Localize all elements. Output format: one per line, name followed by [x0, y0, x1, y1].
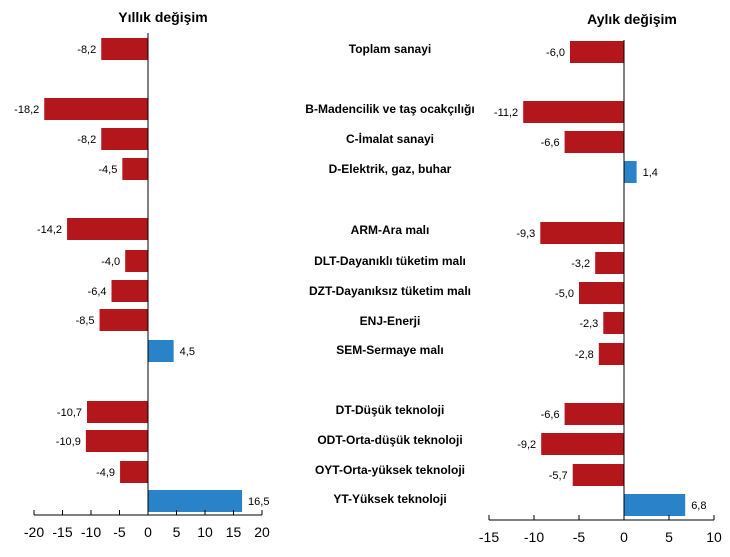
annual-x-tick-label: 5 [173, 524, 181, 540]
monthly-bar [595, 252, 624, 274]
annual-bar [101, 128, 148, 150]
annual-x-tick-label: -10 [81, 524, 101, 540]
annual-data-label: -10,9 [56, 436, 81, 448]
annual-bar [148, 340, 174, 362]
monthly-bar [572, 464, 624, 486]
monthly-data-label: -6,6 [541, 137, 560, 149]
category-label: DZT-Dayanıksız tüketim malı [309, 284, 471, 298]
category-label: YT-Yüksek teknoloji [333, 492, 446, 506]
annual-chart-title: Yıllık değişim [118, 9, 207, 25]
monthly-data-label: -6,0 [546, 47, 565, 59]
annual-data-label: -4,0 [101, 256, 120, 268]
monthly-bar [579, 282, 624, 304]
annual-bar [44, 98, 149, 120]
monthly-bar [541, 433, 624, 455]
annual-data-label: -14,2 [37, 224, 62, 236]
monthly-data-label: -11,2 [494, 107, 518, 119]
annual-bar [148, 490, 243, 512]
annual-bar [111, 280, 148, 302]
annual-data-label: -8,5 [76, 315, 95, 327]
annual-bar [87, 401, 148, 423]
annual-x-tick-label: -20 [24, 524, 44, 540]
annual-bar [67, 218, 148, 240]
annual-data-label: -18,2 [14, 104, 39, 116]
monthly-x-tick-label: -10 [524, 529, 544, 545]
monthly-bar [570, 41, 624, 63]
annual-x-tick-label: -15 [52, 524, 72, 540]
annual-bar [125, 250, 148, 272]
monthly-x-tick-label: 0 [620, 529, 628, 545]
annual-bar [85, 430, 148, 452]
annual-data-label: -8,2 [77, 134, 96, 146]
monthly-bar [564, 403, 624, 425]
monthly-data-label: -2,8 [575, 349, 594, 361]
monthly-bar [598, 343, 624, 365]
annual-bar [99, 309, 148, 331]
monthly-data-label: 6,8 [691, 500, 706, 512]
annual-bar [122, 158, 148, 180]
monthly-data-label: -3,2 [571, 258, 590, 270]
category-label: DLT-Dayanıklı tüketim malı [314, 254, 466, 268]
annual-data-label: -4,9 [96, 467, 115, 479]
monthly-x-tick-label: 5 [665, 529, 673, 545]
category-label: OYT-Orta-yüksek teknoloji [315, 463, 465, 477]
annual-data-label: -8,2 [77, 44, 96, 56]
annual-x-tick-label: 15 [226, 524, 242, 540]
monthly-x-tick-label: -5 [573, 529, 586, 545]
monthly-bar [624, 494, 686, 516]
monthly-data-label: 1,4 [643, 167, 658, 179]
monthly-bar [540, 222, 624, 244]
category-label: Toplam sanayi [349, 42, 431, 56]
monthly-bar [603, 312, 624, 334]
monthly-data-label: -5,7 [549, 470, 568, 482]
monthly-data-label: -2,3 [579, 318, 598, 330]
annual-x-tick-label: 20 [254, 524, 270, 540]
annual-data-label: -10,7 [57, 407, 82, 419]
annual-x-tick-label: 0 [144, 524, 152, 540]
annual-data-label: 4,5 [180, 346, 195, 358]
monthly-x-tick-label: -15 [479, 529, 499, 545]
monthly-chart-title: Aylık değişim [587, 11, 677, 27]
monthly-data-label: -5,0 [555, 288, 574, 300]
annual-x-tick-label: -5 [113, 524, 126, 540]
monthly-bar [564, 131, 624, 153]
monthly-bar [624, 161, 637, 183]
category-label: ARM-Ara malı [351, 223, 430, 237]
monthly-data-label: -9,3 [516, 228, 535, 240]
category-label: B-Madencilik ve taş ocakçılığı [305, 102, 474, 116]
monthly-data-label: -6,6 [541, 409, 560, 421]
category-label: ODT-Orta-düşük teknoloji [317, 433, 462, 447]
monthly-bar [523, 101, 624, 123]
category-label: DT-Düşük teknoloji [336, 403, 445, 417]
annual-bar [101, 38, 148, 60]
annual-data-label: 16,5 [248, 496, 269, 508]
annual-x-tick-label: 10 [197, 524, 213, 540]
category-label: ENJ-Enerji [360, 314, 421, 328]
category-label: SEM-Sermaye malı [336, 343, 443, 357]
monthly-data-label: -9,2 [517, 439, 536, 451]
monthly-x-tick-label: 10 [706, 529, 722, 545]
annual-data-label: -4,5 [98, 164, 117, 176]
annual-data-label: -6,4 [88, 286, 107, 298]
category-label: C-İmalat sanayi [346, 131, 434, 146]
category-label: D-Elektrik, gaz, buhar [329, 162, 452, 176]
annual-bar [120, 461, 148, 483]
